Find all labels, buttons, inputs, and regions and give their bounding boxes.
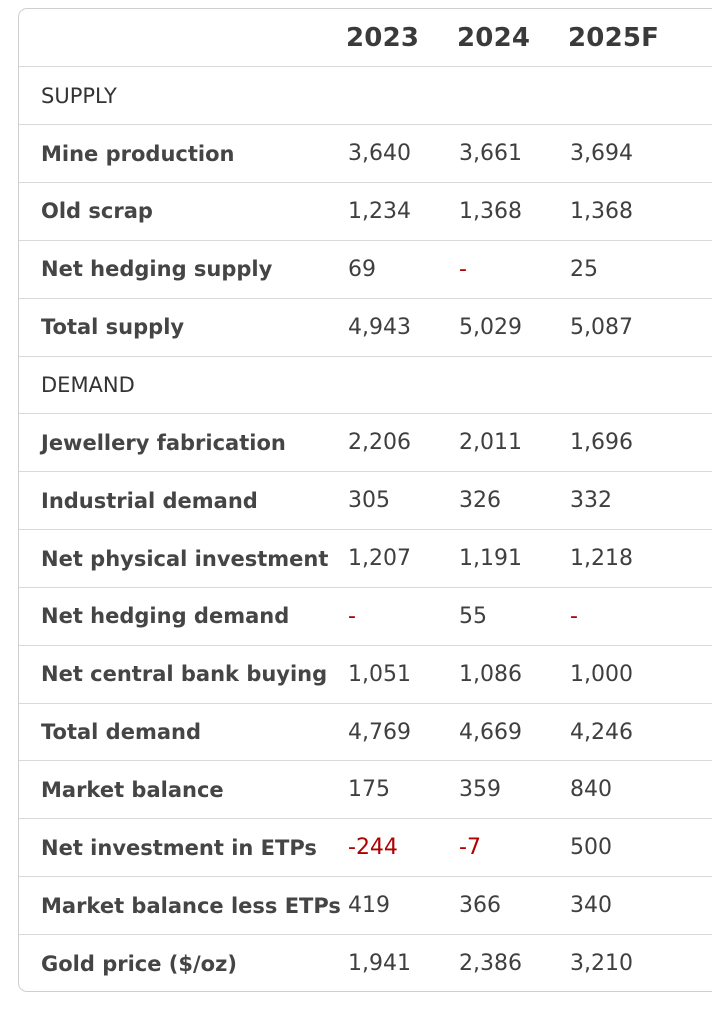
cell-2023: 175: [346, 760, 457, 819]
cell-2024: 326: [457, 471, 568, 530]
table-row: Net hedging demand - 55 -: [19, 586, 712, 646]
cell-2024: 2,011: [457, 413, 568, 472]
cell-2025f: 340: [568, 876, 712, 935]
cell-2024: 2,386: [457, 934, 568, 991]
row-label: Net physical investment: [19, 529, 346, 588]
cell-2025f: 4,246: [568, 702, 712, 761]
cell-2023: 1,941: [346, 934, 457, 991]
cell-2025f: 1,368: [568, 182, 712, 241]
cell-2023: 4,943: [346, 297, 457, 357]
table-row: Mine production 3,640 3,661 3,694: [19, 124, 712, 183]
cell-2024: 1,368: [457, 182, 568, 241]
cell-2023: 69: [346, 239, 457, 299]
cell-2025f: -: [568, 586, 712, 646]
header-blank-cell: [19, 9, 346, 67]
table-row: Old scrap 1,234 1,368 1,368: [19, 182, 712, 241]
row-label: Net investment in ETPs: [19, 818, 346, 877]
section-row-supply: SUPPLY: [19, 66, 712, 125]
cell-2025f: 1,696: [568, 413, 712, 472]
row-label: Mine production: [19, 124, 346, 183]
cell-2025f: 1,000: [568, 644, 712, 704]
table-row: Industrial demand 305 326 332: [19, 471, 712, 530]
cell-2024: 3,661: [457, 124, 568, 183]
table-row: Total supply 4,943 5,029 5,087: [19, 297, 712, 357]
cell-2023: -: [346, 586, 457, 646]
cell-2023: -244: [346, 818, 457, 877]
cell-2024: 1,191: [457, 529, 568, 588]
cell-2023: 1,234: [346, 182, 457, 241]
cell-2023: 3,640: [346, 124, 457, 183]
cell-2025f: 500: [568, 818, 712, 877]
row-label: Market balance: [19, 760, 346, 819]
cell-2024: 1,086: [457, 644, 568, 704]
cell-2025f: 840: [568, 760, 712, 819]
row-label: Total demand: [19, 702, 346, 761]
row-label: Net central bank buying: [19, 644, 346, 704]
row-label: Gold price ($/oz): [19, 934, 346, 991]
cell-2025f: 332: [568, 471, 712, 530]
cell-2025f: 3,210: [568, 934, 712, 991]
cell-2024: 5,029: [457, 297, 568, 357]
section-heading-supply: SUPPLY: [19, 66, 712, 125]
section-heading-demand: DEMAND: [19, 355, 712, 414]
cell-2025f: 25: [568, 239, 712, 299]
cell-2024: 366: [457, 876, 568, 935]
table-row: Gold price ($/oz) 1,941 2,386 3,210: [19, 934, 712, 991]
row-label: Old scrap: [19, 182, 346, 241]
cell-2025f: 1,218: [568, 529, 712, 588]
row-label: Industrial demand: [19, 471, 346, 530]
row-label: Jewellery fabrication: [19, 413, 346, 472]
gold-supply-demand-table: 2023 2024 2025F SUPPLY Mine production 3…: [19, 9, 712, 991]
column-header-2025f: 2025F: [568, 22, 660, 53]
row-label: Total supply: [19, 297, 346, 357]
table-row: Total demand 4,769 4,669 4,246: [19, 702, 712, 761]
cell-2025f: 3,694: [568, 124, 712, 183]
header-row: 2023 2024 2025F: [19, 9, 712, 67]
table-row: Jewellery fabrication 2,206 2,011 1,696: [19, 413, 712, 472]
cell-2023: 1,207: [346, 529, 457, 588]
cell-2024: 4,669: [457, 702, 568, 761]
cell-2024: 55: [457, 586, 568, 646]
table-row: Net investment in ETPs -244 -7 500: [19, 818, 712, 877]
cell-2024: -7: [457, 818, 568, 877]
column-header-2024: 2024: [457, 22, 531, 53]
table-row: Net hedging supply 69 - 25: [19, 239, 712, 299]
cell-2025f: 5,087: [568, 297, 712, 357]
cell-2023: 4,769: [346, 702, 457, 761]
column-header-2023: 2023: [346, 22, 420, 53]
table-row: Market balance 175 359 840: [19, 760, 712, 819]
cell-2023: 2,206: [346, 413, 457, 472]
cell-2024: 359: [457, 760, 568, 819]
table-row: Net central bank buying 1,051 1,086 1,00…: [19, 644, 712, 704]
row-label: Net hedging demand: [19, 586, 346, 646]
cell-2023: 1,051: [346, 644, 457, 704]
row-label: Net hedging supply: [19, 239, 346, 299]
section-row-demand: DEMAND: [19, 355, 712, 414]
table-row: Net physical investment 1,207 1,191 1,21…: [19, 529, 712, 588]
table-row: Market balance less ETPs 419 366 340: [19, 876, 712, 935]
cell-2023: 305: [346, 471, 457, 530]
cell-2023: 419: [346, 876, 457, 935]
row-label: Market balance less ETPs: [19, 876, 346, 935]
cell-2024: -: [457, 239, 568, 299]
gold-supply-demand-table-card: 2023 2024 2025F SUPPLY Mine production 3…: [18, 8, 712, 992]
